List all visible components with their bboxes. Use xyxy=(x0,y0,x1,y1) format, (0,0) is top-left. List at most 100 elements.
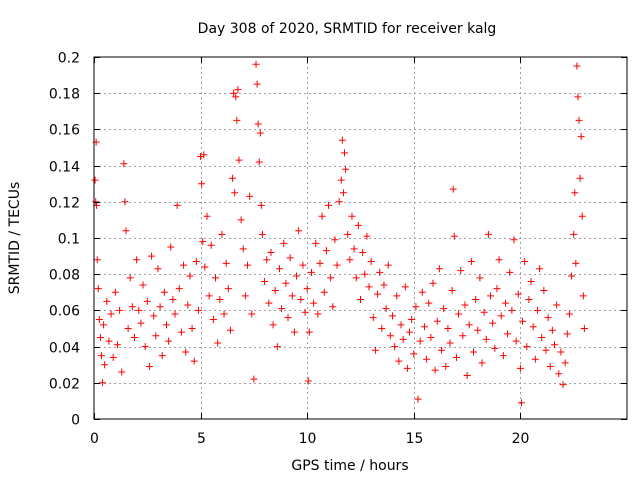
data-point xyxy=(325,201,333,209)
data-point xyxy=(167,243,175,251)
data-point xyxy=(248,310,256,318)
data-point xyxy=(572,259,580,267)
data-point xyxy=(384,261,392,269)
data-point xyxy=(271,286,279,294)
data-point xyxy=(423,355,431,363)
data-point xyxy=(386,332,394,340)
data-point xyxy=(504,330,512,338)
data-point xyxy=(474,326,482,334)
data-point xyxy=(467,258,475,266)
data-point xyxy=(220,310,228,318)
data-point xyxy=(301,308,309,316)
data-point xyxy=(408,315,416,323)
data-point xyxy=(506,268,514,276)
data-point xyxy=(207,241,215,249)
data-point xyxy=(574,93,582,101)
data-point xyxy=(352,274,360,282)
data-point xyxy=(145,363,153,371)
data-point xyxy=(253,80,261,88)
data-point xyxy=(250,375,258,383)
data-point xyxy=(435,265,443,273)
data-point xyxy=(201,263,209,271)
data-point xyxy=(137,319,145,327)
data-point xyxy=(269,321,277,329)
data-point xyxy=(232,93,240,101)
data-point xyxy=(293,272,301,280)
data-point xyxy=(354,221,362,229)
data-point xyxy=(103,297,111,305)
data-point xyxy=(280,239,288,247)
data-point xyxy=(203,212,211,220)
data-point xyxy=(182,348,190,356)
chart-title: Day 308 of 2020, SRMTID for receiver kal… xyxy=(198,21,497,37)
y-tick-label: 0 xyxy=(71,413,80,429)
data-point xyxy=(412,303,420,311)
data-point xyxy=(337,176,345,184)
data-point xyxy=(508,306,516,314)
data-point xyxy=(95,315,103,323)
data-point xyxy=(397,321,405,329)
data-point xyxy=(457,267,465,275)
data-point xyxy=(275,265,283,273)
data-point xyxy=(452,353,460,361)
data-points xyxy=(91,60,588,407)
axis-ticks xyxy=(94,57,627,420)
data-point xyxy=(378,325,386,332)
data-point xyxy=(495,256,503,264)
data-point xyxy=(568,272,576,280)
data-point xyxy=(497,312,505,320)
data-point xyxy=(561,359,569,367)
data-point xyxy=(406,328,414,336)
y-tick-label: 0.14 xyxy=(49,160,80,176)
data-point xyxy=(154,265,162,273)
data-point xyxy=(575,116,583,124)
data-point xyxy=(420,323,428,331)
data-point xyxy=(371,346,379,354)
data-point xyxy=(363,232,371,240)
data-point xyxy=(186,272,194,280)
data-point xyxy=(369,314,377,322)
data-point xyxy=(139,281,147,289)
data-point xyxy=(446,339,454,347)
data-point xyxy=(198,180,206,188)
data-point xyxy=(418,288,426,296)
data-point xyxy=(234,86,242,94)
data-point xyxy=(290,328,298,336)
data-point xyxy=(455,310,463,318)
data-point xyxy=(231,189,239,197)
x-tick-label: 0 xyxy=(90,431,99,447)
data-point xyxy=(143,297,151,305)
data-point xyxy=(286,254,294,262)
data-point xyxy=(433,317,441,325)
data-point xyxy=(192,258,200,266)
data-point xyxy=(448,286,456,294)
data-point xyxy=(304,377,312,385)
data-point xyxy=(484,230,492,238)
data-point xyxy=(209,315,217,323)
data-point xyxy=(571,189,579,197)
data-point xyxy=(335,198,343,206)
data-point xyxy=(578,212,586,220)
x-axis-label: GPS time / hours xyxy=(291,458,408,474)
data-point xyxy=(388,312,396,320)
data-point xyxy=(493,285,501,293)
data-point xyxy=(113,341,121,349)
data-point xyxy=(342,165,350,173)
y-tick-label: 0.02 xyxy=(49,377,80,393)
data-point xyxy=(361,270,369,278)
y-axis-label: SRMTID / TECUs xyxy=(7,182,23,295)
data-point xyxy=(109,353,117,361)
data-point xyxy=(555,370,563,378)
data-point xyxy=(510,236,518,244)
data-point xyxy=(346,256,354,264)
data-point xyxy=(491,344,499,352)
data-point xyxy=(307,268,315,276)
data-point xyxy=(258,230,266,238)
data-point xyxy=(551,341,559,349)
data-point xyxy=(200,151,208,159)
data-point xyxy=(194,306,202,314)
y-tick-label: 0.16 xyxy=(49,123,80,139)
data-point xyxy=(438,346,446,354)
data-point xyxy=(246,192,254,200)
data-point xyxy=(235,156,243,164)
